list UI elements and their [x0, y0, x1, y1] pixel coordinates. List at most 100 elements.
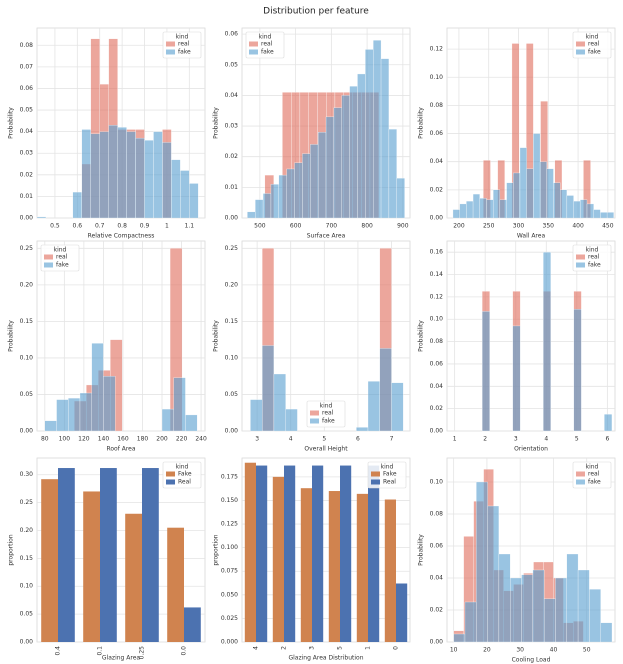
y-tick-label: 0.20: [225, 281, 239, 288]
x-tick-label: 10: [450, 647, 458, 654]
y-tick-label: 0.02: [430, 186, 444, 193]
y-tick-label: 0.125: [221, 521, 238, 528]
x-tick-label: 80: [41, 436, 49, 443]
legend-title: kind: [586, 34, 599, 41]
bar: [184, 607, 201, 642]
y-tick-label: 0.00: [20, 215, 34, 222]
histogram-bar: [553, 182, 561, 219]
y-tick-label: 0.08: [20, 42, 34, 49]
y-tick-label: 0.04: [430, 158, 444, 165]
y-axis-label: Probability: [418, 320, 425, 352]
x-tick-label: 1: [453, 436, 457, 443]
histogram-bar: [464, 601, 477, 643]
legend-label: real: [261, 41, 273, 48]
y-tick-label: 0.02: [20, 171, 34, 178]
x-tick-label: 350: [543, 223, 555, 230]
y-tick-label: 0.02: [430, 405, 444, 412]
histogram-bar: [185, 414, 198, 432]
legend-label: Real: [178, 479, 191, 486]
x-axis-label: Relative Compactness: [88, 233, 155, 240]
histogram-bar: [68, 397, 81, 432]
x-tick-label: 450: [602, 223, 614, 230]
y-tick-label: 0.04: [430, 383, 444, 390]
histogram-bar: [56, 399, 69, 432]
histogram-bar: [333, 107, 342, 219]
x-axis-label: Overall Height: [304, 446, 348, 453]
y-axis-label: Probability: [418, 534, 425, 566]
histogram-bar: [367, 381, 380, 432]
x-tick-label: 180: [137, 436, 149, 443]
histogram-bar: [278, 174, 287, 219]
y-axis-label: Probability: [8, 107, 15, 139]
histogram-bar: [173, 377, 186, 432]
histogram-bar: [144, 140, 154, 219]
histogram-bar: [365, 49, 374, 219]
x-tick-label: 200: [453, 223, 465, 230]
histogram-bar: [189, 183, 199, 219]
plot-area: [241, 457, 411, 643]
y-tick-label: 0.20: [20, 281, 34, 288]
legend-swatch: [166, 41, 175, 47]
legend-swatch: [371, 471, 380, 477]
bar: [284, 465, 296, 642]
x-tick-label: 0.7: [95, 223, 105, 230]
y-tick-label: 0.12: [430, 46, 444, 53]
histogram-bar: [573, 309, 582, 432]
histogram-bar: [294, 162, 303, 219]
histogram-bar: [589, 589, 601, 643]
bar: [167, 527, 184, 642]
y-tick-label: 0.01: [225, 184, 239, 191]
x-axis-label: Glazing Area Distribution: [288, 655, 363, 662]
histogram-bar: [577, 569, 590, 643]
histogram-bar: [513, 172, 521, 219]
histogram-bar: [79, 392, 92, 432]
legend-label: real: [322, 410, 334, 417]
histogram-bar: [247, 211, 256, 219]
x-tick-label: 0.5: [50, 223, 60, 230]
bar: [312, 465, 324, 642]
y-tick-label: 0.075: [221, 568, 238, 575]
histogram-bar: [512, 325, 521, 432]
legend-title: kind: [176, 34, 189, 41]
histogram-bar: [493, 189, 501, 219]
legend-swatch: [371, 479, 380, 485]
y-tick-label: 0.03: [20, 150, 34, 157]
histogram-bar: [573, 200, 581, 219]
y-axis-label: proportion: [8, 534, 15, 565]
histogram-bar: [472, 193, 480, 219]
histogram-bar: [171, 159, 181, 219]
x-tick-label: 120: [78, 436, 90, 443]
histogram-bar: [180, 170, 190, 219]
y-tick-label: 0.00: [20, 428, 34, 435]
histogram-bar: [391, 382, 404, 432]
y-axis-label: Probability: [418, 107, 425, 139]
x-tick-label: 40: [550, 647, 558, 654]
x-tick-label: 500: [254, 223, 266, 230]
histogram-bar: [580, 199, 588, 219]
legend-title: kind: [586, 247, 599, 254]
histogram-bar: [481, 311, 490, 432]
y-tick-label: 0.25: [20, 499, 34, 506]
bar: [384, 499, 396, 642]
histogram-bar: [560, 189, 568, 219]
y-tick-label: 0.16: [430, 249, 444, 256]
histogram-bar: [108, 125, 118, 219]
y-tick-label: 0.150: [221, 497, 238, 504]
y-tick-label: 0.00: [430, 215, 444, 222]
x-tick-label: 2: [281, 646, 288, 650]
x-tick-label: 5: [575, 436, 579, 443]
y-tick-label: 0.025: [221, 615, 238, 622]
bar: [256, 465, 268, 642]
legend-label: real: [588, 41, 600, 48]
histogram-bar: [604, 414, 613, 432]
histogram-bar: [452, 209, 460, 219]
histogram-bar: [526, 168, 534, 219]
histogram-bar: [466, 200, 474, 219]
x-tick-label: 0.0: [181, 646, 188, 656]
x-tick-label: 200: [156, 436, 168, 443]
x-tick-label: 1: [165, 223, 169, 230]
histogram-bar: [153, 131, 163, 219]
legend-label: Fake: [178, 471, 192, 478]
x-axis-label: Cooling Load: [512, 657, 551, 664]
